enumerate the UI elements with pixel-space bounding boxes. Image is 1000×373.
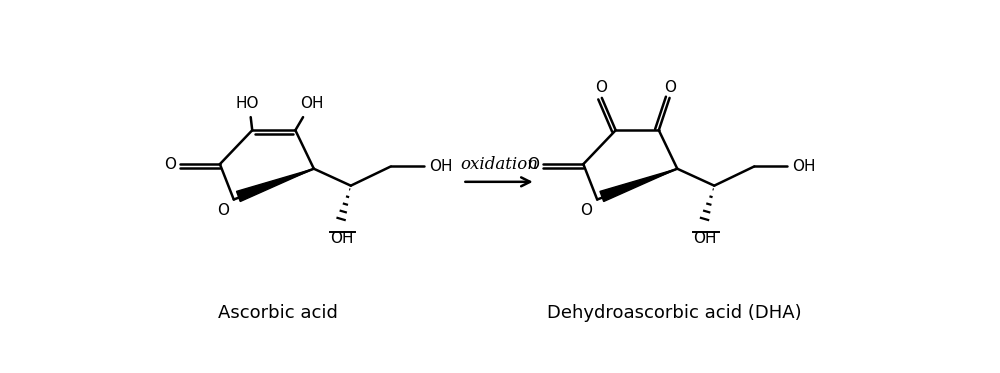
Text: OH: OH	[693, 231, 717, 245]
Text: O: O	[664, 79, 676, 95]
Text: OH: OH	[301, 96, 324, 111]
Polygon shape	[237, 169, 314, 201]
Text: oxidation: oxidation	[460, 156, 538, 173]
Text: OH: OH	[429, 159, 453, 174]
Text: O: O	[527, 157, 539, 172]
Text: HO: HO	[235, 96, 259, 111]
Text: OH: OH	[330, 231, 353, 245]
Text: O: O	[580, 203, 592, 218]
Text: Ascorbic acid: Ascorbic acid	[218, 304, 338, 322]
Text: O: O	[217, 203, 229, 218]
Text: Dehydroascorbic acid (DHA): Dehydroascorbic acid (DHA)	[547, 304, 802, 322]
Text: O: O	[595, 79, 607, 95]
Text: O: O	[164, 157, 176, 172]
Text: OH: OH	[793, 159, 816, 174]
Polygon shape	[600, 169, 677, 201]
